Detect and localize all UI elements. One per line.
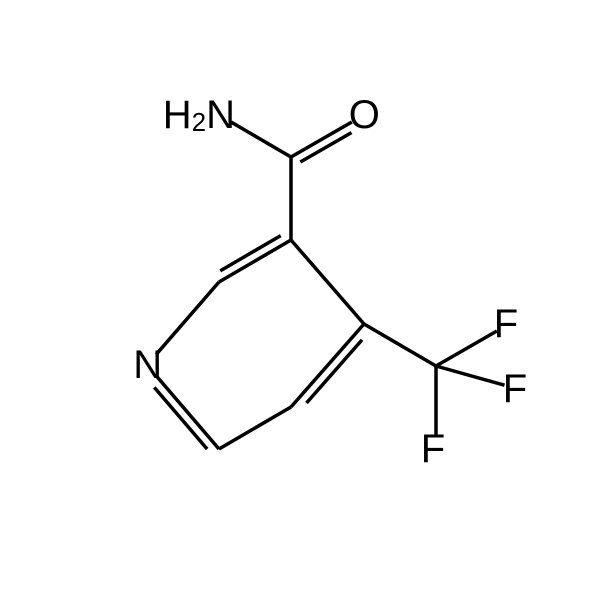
atom-label-O_carbonyl: O	[349, 93, 380, 137]
bond-line	[291, 240, 364, 324]
atom-label-F_up: F	[494, 302, 518, 346]
bond-line	[219, 240, 291, 282]
bond-line	[156, 282, 219, 354]
bond-line	[219, 407, 291, 449]
atom-label-N_ring: N	[133, 343, 162, 387]
bond-line	[291, 324, 364, 407]
bond-line	[156, 376, 219, 449]
atom-label-N_amide: H2N	[163, 93, 235, 137]
bond-line	[436, 331, 497, 366]
bond-line	[307, 340, 362, 403]
molecule-diagram: H2NONFFF	[0, 0, 600, 600]
bond-line	[154, 387, 207, 449]
bond-line	[364, 324, 436, 366]
bond-line	[231, 122, 291, 157]
atom-label-F_right: F	[503, 367, 527, 411]
bond-line	[436, 366, 505, 385]
atom-label-F_down: F	[421, 427, 445, 471]
